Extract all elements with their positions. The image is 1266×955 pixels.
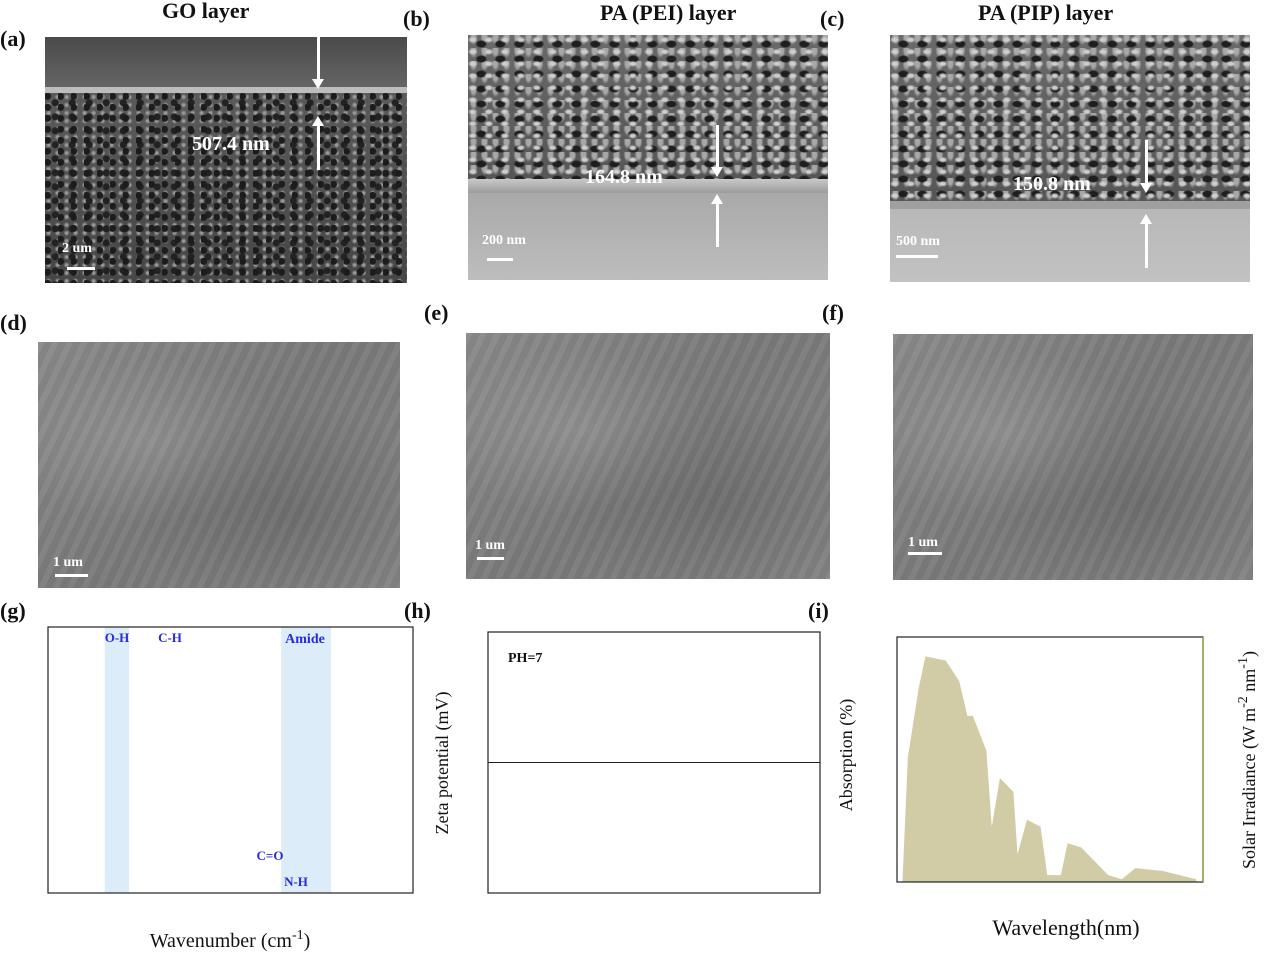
panel-label-f: (f) (822, 300, 844, 325)
thickness-label-c: 150.8 nm (1013, 173, 1091, 195)
x-axis-label-g-end: ) (304, 930, 311, 952)
annotation-label-co: C=O (257, 848, 284, 863)
panel-label-b: (b) (403, 6, 430, 31)
arrow-up-icon (312, 116, 324, 170)
arrow-up-icon (711, 194, 723, 247)
sem-image-go-surface (38, 342, 400, 588)
panel-label-c: (c) (820, 6, 845, 31)
arrow-up-icon (1140, 214, 1152, 268)
panel-label-d: (d) (0, 310, 27, 335)
sem-image-go-cross-section (45, 37, 407, 283)
panel-label-i: (i) (808, 598, 829, 623)
scale-label-e: 1 um (475, 538, 505, 553)
panel-title-a: GO layer (162, 0, 250, 23)
panel-title-b: PA (PEI) layer (600, 0, 737, 25)
annotation-label-ch: C-H (158, 630, 182, 645)
scale-bar-e (477, 557, 504, 560)
panel-label-e: (e) (424, 300, 449, 325)
y2-axis-label-i: Solar Irradiance (W m-2 nm-1) (1236, 651, 1260, 869)
x-axis-label-g-main: Wavenumber (cm (150, 930, 293, 952)
scale-label-a: 2 um (62, 241, 92, 256)
solar-irradiance-area (902, 656, 1197, 882)
scale-label-b: 200 nm (482, 233, 526, 248)
scale-bar-b (487, 258, 513, 261)
y2-axis-label-sup: -2 (1236, 696, 1251, 708)
x-axis-label-i: Wavelength(nm) (992, 915, 1139, 940)
scale-label-c: 500 nm (896, 234, 940, 249)
band-label-amide: Amide (285, 632, 325, 647)
scale-bar-a (67, 267, 95, 270)
y2-axis-label-mid: nm (1239, 669, 1259, 697)
arrow-down-icon (312, 37, 324, 89)
panel-title-c: PA (PIP) layer (978, 0, 1114, 25)
band-label-oh: O-H (105, 630, 130, 645)
y2-axis-label-sup2: -1 (1236, 657, 1251, 669)
thickness-label-a: 507.4 nm (192, 133, 270, 155)
y2-axis-label-end: ) (1239, 651, 1260, 657)
plot-frame-g (47, 626, 414, 894)
band-amide (281, 627, 331, 893)
panel-label-h: (h) (404, 598, 431, 623)
scale-bar-c (896, 255, 938, 258)
scale-label-f: 1 um (908, 535, 938, 550)
ph-annotation: PH=7 (508, 651, 542, 666)
x-axis-label-g: Wavenumber (cm-1) (150, 928, 311, 952)
scale-bar-d (55, 574, 88, 577)
sem-image-pa-pip-surface (893, 334, 1253, 580)
sem-image-pa-pei-surface (466, 333, 830, 579)
scale-bar-f (908, 552, 942, 555)
sem-image-pa-pei-cross-section (468, 35, 828, 280)
y-axis-label-i: Absorption (%) (836, 699, 857, 811)
y-axis-label-h: Zeta potential (mV) (432, 692, 453, 835)
y2-axis-label-main: Solar Irradiance (W m (1239, 708, 1260, 869)
scale-label-d: 1 um (53, 555, 83, 570)
band-o-h (104, 627, 130, 893)
sem-image-pa-pip-cross-section (890, 35, 1250, 282)
arrow-down-icon (1140, 140, 1152, 193)
thickness-label-b: 164.8 nm (585, 166, 663, 188)
x-axis-label-g-sup: -1 (292, 928, 304, 943)
arrow-down-icon (711, 125, 723, 177)
panel-label-a: (a) (0, 26, 26, 51)
panel-label-g: (g) (0, 598, 26, 623)
annotation-label-nh: N-H (284, 874, 308, 889)
